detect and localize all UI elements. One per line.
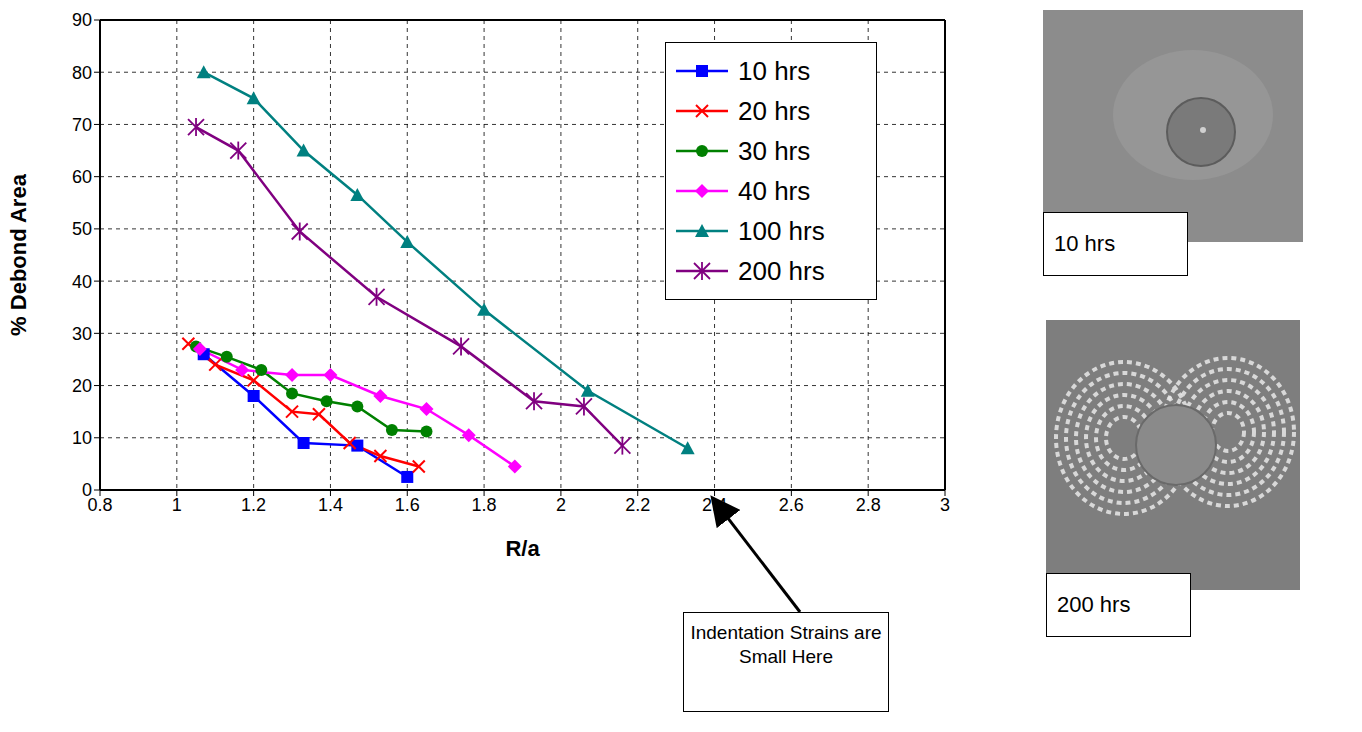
html-text:20 hrs: 20 hrs	[738, 95, 811, 126]
svg-text:% Debond Area: % Debond Area	[6, 173, 31, 336]
svg-text:1.2: 1.2	[241, 495, 266, 515]
svg-text:0: 0	[82, 480, 92, 500]
svg-text:60: 60	[72, 167, 92, 187]
svg-text:0.8: 0.8	[87, 494, 113, 515]
html-text:Indentation Strains are Small: Indentation Strains are Small Here	[690, 622, 882, 667]
svg-text:3: 3	[940, 495, 950, 515]
html-text:10 hrs: 10 hrs	[738, 55, 811, 86]
svg-text:2: 2	[556, 495, 566, 515]
html-text:40 hrs: 40 hrs	[738, 175, 811, 206]
html-text:30 hrs: 30 hrs	[738, 135, 811, 166]
svg-text:40: 40	[72, 272, 92, 292]
html-text:100 hrs: 100 hrs	[738, 215, 825, 246]
svg-text:30: 30	[72, 324, 92, 344]
svg-text:1.4: 1.4	[318, 495, 343, 515]
html-text:10 hrs: 10 hrs	[1054, 231, 1116, 256]
svg-text:20: 20	[72, 376, 92, 396]
html-text:200 hrs: 200 hrs	[738, 255, 825, 286]
svg-text:2.2: 2.2	[625, 495, 650, 515]
svg-text:90: 90	[72, 10, 92, 30]
svg-text:1.6: 1.6	[395, 495, 420, 515]
svg-text:70: 70	[72, 115, 92, 135]
svg-text:80: 80	[72, 63, 92, 83]
svg-text:2.4: 2.4	[702, 495, 727, 515]
svg-text:50: 50	[72, 219, 92, 239]
svg-text:2.8: 2.8	[856, 495, 881, 515]
svg-text:R/a: R/a	[505, 536, 540, 560]
svg-text:2.6: 2.6	[779, 495, 804, 515]
html-text:200 hrs: 200 hrs	[1057, 592, 1131, 617]
svg-text:10: 10	[72, 428, 92, 448]
svg-text:1: 1	[172, 495, 182, 515]
svg-text:1.8: 1.8	[472, 495, 497, 515]
